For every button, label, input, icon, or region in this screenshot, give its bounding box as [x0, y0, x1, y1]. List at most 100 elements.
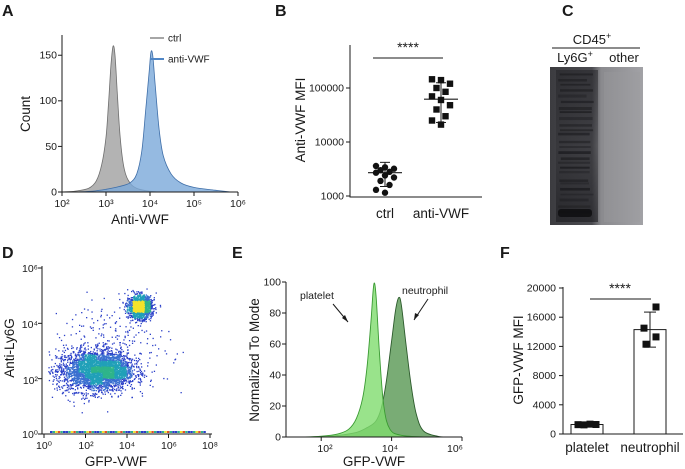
event-dot: [119, 356, 121, 358]
panel-a-ytick: 50: [45, 141, 57, 153]
event-dot: [72, 392, 74, 395]
event-dot: [117, 383, 119, 385]
event-dot: [96, 381, 98, 383]
event-dot: [142, 295, 144, 297]
event-dot: [65, 344, 67, 346]
event-dot: [100, 354, 102, 356]
event-dot: [85, 376, 87, 378]
event-dot: [62, 369, 64, 371]
event-dot: [71, 347, 73, 350]
event-dot: [65, 367, 67, 370]
event-dot: [115, 359, 117, 362]
event-dot: [120, 371, 122, 373]
event-dot: [149, 309, 151, 311]
event-dot: [84, 383, 86, 385]
event-dot: [118, 364, 120, 367]
event-dot: [79, 363, 81, 365]
event-dot: [142, 372, 144, 374]
event-dot: [86, 367, 88, 369]
event-dot: [103, 352, 105, 354]
event-dot: [56, 389, 58, 391]
event-dot: [108, 356, 110, 358]
event-dot: [97, 357, 100, 359]
event-dot: [91, 378, 93, 380]
event-dot: [121, 364, 124, 367]
event-dot: [58, 366, 60, 369]
event-dot: [110, 361, 113, 363]
event-dot: [64, 378, 66, 380]
event-dot: [120, 367, 122, 369]
event-dot: [96, 383, 99, 385]
event-dot: [99, 378, 101, 381]
panel-a-ylabel: Count: [18, 96, 33, 132]
event-dot: [118, 389, 121, 391]
event-dot: [138, 316, 140, 318]
event-dot: [55, 348, 57, 350]
event-dot: [71, 375, 73, 378]
point-ctrl: [386, 181, 393, 189]
event-dot: [92, 373, 94, 376]
event-dot: [66, 379, 68, 381]
event-dot: [82, 374, 84, 376]
event-dot: [104, 373, 106, 375]
event-dot: [82, 367, 84, 369]
event-dot: [137, 291, 140, 293]
event-dot: [110, 370, 113, 372]
event-dot: [140, 299, 143, 301]
event-dot: [128, 303, 130, 306]
event-dot: [150, 314, 152, 316]
event-dot: [116, 370, 118, 372]
event-dot: [87, 365, 90, 367]
event-dot: [120, 364, 123, 366]
event-dot: [85, 385, 87, 388]
event-dot: [79, 347, 81, 349]
blot-band: [560, 157, 590, 161]
event-dot: [92, 378, 94, 380]
event-dot: [63, 368, 65, 370]
event-dot: [117, 389, 120, 391]
event-dot: [137, 374, 139, 376]
event-dot: [92, 379, 95, 381]
event-dot: [63, 347, 65, 349]
event-dot: [139, 311, 141, 313]
point-ctrl: [386, 168, 393, 176]
event-dot: [92, 359, 94, 361]
event-dot: [75, 362, 77, 365]
event-dot: [100, 382, 102, 384]
event-dot: [130, 320, 132, 322]
event-dot: [65, 373, 67, 375]
event-dot: [76, 348, 78, 350]
event-dot: [130, 309, 132, 311]
event-dot: [137, 297, 139, 300]
event-dot: [88, 376, 90, 378]
event-dot: [72, 377, 74, 380]
event-dot: [149, 312, 151, 314]
event-dot: [95, 393, 97, 395]
event-dot: [97, 370, 99, 372]
event-dot: [93, 371, 95, 373]
event-dot: [145, 310, 147, 312]
event-dot: [138, 357, 140, 360]
event-dot: [114, 370, 116, 373]
event-dot: [140, 295, 142, 297]
event-dot: [88, 357, 90, 359]
event-dot: [128, 380, 130, 382]
event-dot: [94, 379, 97, 381]
event-dot: [74, 392, 76, 394]
event-dot: [117, 373, 119, 376]
event-dot: [107, 383, 109, 385]
event-dot: [118, 351, 120, 353]
blot-band: [558, 140, 591, 144]
event-dot: [91, 371, 93, 373]
point-anti-VWF: [442, 113, 449, 120]
event-dot: [134, 363, 136, 365]
event-dot: [108, 369, 110, 372]
event-dot: [92, 372, 94, 374]
event-dot: [75, 368, 77, 370]
event-dot: [106, 355, 108, 357]
event-dot: [102, 354, 104, 356]
event-dot: [105, 348, 107, 351]
event-dot: [141, 312, 143, 314]
event-dot: [104, 342, 107, 345]
event-dot: [61, 372, 63, 374]
